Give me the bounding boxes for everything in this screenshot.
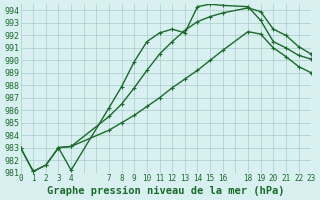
X-axis label: Graphe pression niveau de la mer (hPa): Graphe pression niveau de la mer (hPa) <box>47 186 284 196</box>
